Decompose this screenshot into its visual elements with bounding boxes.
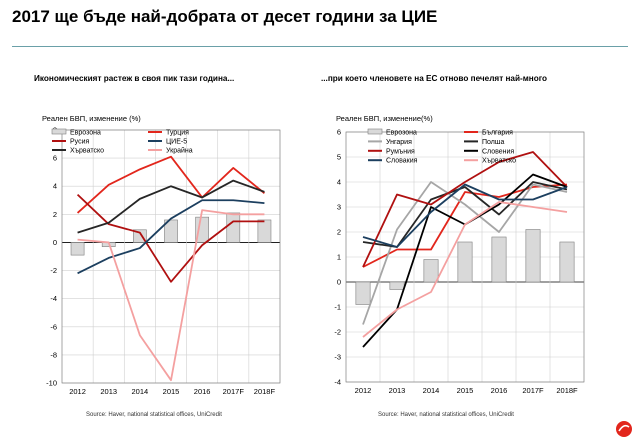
y-axis-label: Реален БВП, изменение(%) [336, 114, 433, 123]
y-tick-label: 5 [337, 153, 341, 162]
x-tick-label: 2017F [223, 387, 245, 396]
y-tick-label: -6 [50, 322, 57, 331]
legend-swatch [367, 128, 383, 135]
y-tick-label: -2 [334, 328, 341, 337]
series-line-Русия [76, 194, 265, 283]
right-chart: -4 -3 -2 -1 0 1 2 3 4 5 6 Реален БВП, изменение(%) 2… [334, 114, 585, 395]
series-line-Украйна [77, 209, 265, 382]
x-tick-label: 2013 [100, 387, 117, 396]
x-tick-label: 2016 [194, 387, 211, 396]
y-tick-label: -10 [46, 379, 57, 388]
y-tick-label: 4 [53, 182, 57, 191]
x-tick-label: 2013 [389, 386, 406, 395]
series-line-Турция [76, 155, 265, 214]
bar-Еврозона [389, 281, 405, 290]
y-tick-label: -8 [50, 350, 57, 359]
y-tick-label: 4 [337, 178, 341, 187]
legend-label: Украйна [166, 147, 193, 155]
y-tick-label: 2 [337, 228, 341, 237]
series-line-България [362, 183, 568, 268]
legend-swatch [51, 128, 67, 135]
x-tick-label: 2016 [491, 386, 508, 395]
series-line-Хърватско [362, 201, 568, 338]
legend-label: Словения [482, 148, 514, 155]
x-tick-label: 2012 [69, 387, 86, 396]
series-line-Унгария [362, 181, 568, 325]
bar-Еврозона [457, 241, 473, 283]
bar-Еврозона [559, 241, 575, 283]
bar-Еврозона [423, 259, 439, 283]
x-tick-label: 2018F [556, 386, 578, 395]
legend-label: Хърватско [482, 158, 516, 165]
legend-label: Еврозона [70, 130, 101, 137]
legend-label: Еврозона [386, 130, 417, 137]
series-line-Словакия [362, 183, 568, 248]
series-line-Хърватско [77, 179, 265, 234]
bar-Еврозона [70, 242, 85, 256]
y-tick-label: -2 [50, 266, 57, 275]
bar-Еврозона [525, 229, 541, 283]
y-tick-label: -4 [50, 294, 57, 303]
legend-label: ЦИЕ-5 [166, 139, 187, 146]
y-tick-label: 3 [337, 203, 341, 212]
y-tick-label: 0 [337, 278, 341, 287]
legend-label: Словакия [386, 158, 418, 165]
legend-label: Хърватско [70, 148, 104, 155]
x-tick-label: 2014 [132, 387, 149, 396]
legend-label: Унгария [386, 139, 412, 146]
y-tick-label: 2 [53, 210, 57, 219]
legend-label: Румъния [386, 148, 415, 155]
bar-Еврозона [164, 219, 178, 243]
bar-Еврозона [226, 212, 241, 243]
x-tick-label: 2014 [423, 386, 440, 395]
y-axis-label: Реален БВП, изменение (%) [42, 114, 141, 123]
plot-frame [61, 129, 281, 384]
y-tick-label: 1 [337, 253, 341, 262]
x-tick-label: 2015 [163, 387, 180, 396]
x-tick-label: 2018F [254, 387, 276, 396]
page-title: 2017 ще бъде най-добрата от десет години… [12, 7, 438, 26]
x-tick-label: 2012 [355, 386, 372, 395]
y-tick-label: -4 [334, 378, 341, 387]
series-line-Румъния [362, 151, 568, 268]
bar-Еврозона [355, 281, 371, 305]
title-divider [12, 46, 628, 47]
left-chart-source: Source: Haver, national statistical offi… [86, 412, 222, 418]
y-tick-label: 0 [53, 238, 57, 247]
right-chart-title: ...при което членовете на ЕС отново пече… [321, 74, 548, 83]
right-chart-source: Source: Haver, national statistical offi… [378, 412, 514, 418]
y-tick-label: 6 [53, 154, 57, 163]
legend-label: Полша [482, 139, 504, 146]
x-tick-label: 2017F [522, 386, 544, 395]
x-tick-label: 2015 [457, 386, 474, 395]
bar-Еврозона [257, 219, 272, 243]
legend-label: Турция [166, 130, 189, 137]
legend-label: България [482, 130, 513, 137]
y-tick-label: -3 [334, 353, 341, 362]
left-chart: -10-8-6-4-202468Реален БВП, изменение (%… [42, 114, 281, 396]
y-tick-label: 6 [337, 128, 341, 137]
bar-Еврозона [491, 236, 507, 283]
left-chart-title: Икономическият растеж в своя пик тази го… [34, 74, 235, 83]
series-line-ЦИЕ-5 [77, 199, 265, 275]
y-tick-label: -1 [334, 303, 341, 312]
legend-label: Русия [70, 139, 90, 146]
unicredit-logo-icon [616, 421, 632, 437]
